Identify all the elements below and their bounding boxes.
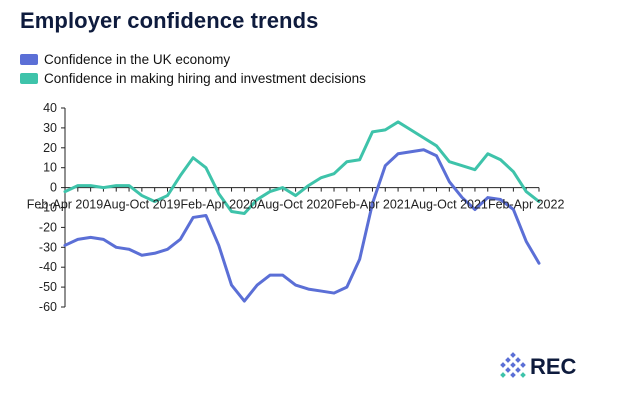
- y-tick-label: 30: [43, 121, 57, 135]
- y-tick-label: -10: [39, 201, 57, 215]
- y-tick-label: -60: [39, 300, 57, 314]
- series-line-1: [63, 120, 541, 215]
- y-tick-label: -50: [39, 280, 57, 294]
- legend-item-hiring: Confidence in making hiring and investme…: [20, 69, 366, 88]
- y-tick-label: 0: [50, 181, 57, 195]
- legend-swatch-hiring: [20, 73, 38, 84]
- y-tick-label: -30: [39, 240, 57, 254]
- chart-title: Employer confidence trends: [20, 8, 319, 33]
- y-tick-label: 40: [43, 101, 57, 115]
- y-tick-label: 10: [43, 161, 57, 175]
- y-tick-label: -40: [39, 260, 57, 274]
- rec-dots-logo-icon: [500, 352, 526, 378]
- legend-label-economy: Confidence in the UK economy: [44, 52, 231, 67]
- x-tick-label: Feb-Apr 2019: [27, 198, 103, 212]
- legend-swatch-economy: [20, 54, 38, 65]
- x-tick-label: Feb-Apr 2021: [334, 198, 410, 212]
- x-tick-label: Aug-Oct 2021: [411, 198, 488, 212]
- x-tick-label: Aug-Oct 2020: [257, 198, 334, 212]
- y-tick-label: 20: [43, 141, 57, 155]
- logo-text: REC: [530, 354, 577, 379]
- x-tick-label: Feb-Apr 2020: [181, 198, 257, 212]
- legend-item-economy: Confidence in the UK economy: [20, 50, 366, 69]
- x-tick-label: Aug-Oct 2019: [103, 198, 180, 212]
- y-tick-label: -20: [39, 220, 57, 234]
- rec-logo: REC: [500, 352, 576, 382]
- legend-label-hiring: Confidence in making hiring and investme…: [44, 71, 366, 86]
- x-tick-label: Feb-Apr 2022: [488, 198, 564, 212]
- chart-legend: Confidence in the UK economy Confidence …: [20, 50, 366, 88]
- series-line-0: [63, 148, 541, 303]
